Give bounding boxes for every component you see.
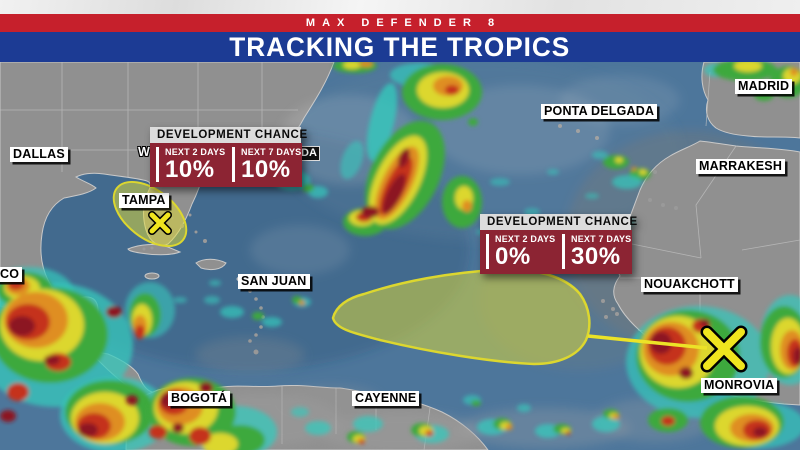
stat-next-7-days: NEXT 7 DAYS 10%	[232, 147, 302, 182]
city-label-partial-mexico: CO	[0, 267, 23, 282]
stat-label: NEXT 7 DAYS	[571, 234, 632, 244]
stat-value: 10%	[241, 156, 291, 183]
x-marker-gulf	[148, 211, 172, 235]
development-chance-box-atlantic: DEVELOPMENT CHANCE NEXT 2 DAYS 0% NEXT 7…	[480, 214, 637, 274]
development-chance-box-gulf: DEVELOPMENT CHANCE NEXT 2 DAYS 10% NEXT …	[150, 127, 307, 187]
city-label-bogota: BOGOTÁ	[168, 391, 231, 406]
storm-cells-caribbean	[173, 280, 311, 327]
banner-kicker-text: MAX DEFENDER 8	[305, 17, 502, 29]
x-marker-africa	[700, 325, 748, 373]
page-title: TRACKING THE TROPICS	[229, 31, 571, 62]
storm-cells-canaries	[592, 151, 651, 189]
city-label-madrid: MADRID	[735, 79, 793, 94]
banner-title-bar: TRACKING THE TROPICS	[0, 32, 800, 62]
stat-label: NEXT 2 DAYS	[495, 234, 556, 244]
invest-track-line	[587, 334, 708, 350]
studio-background-strip	[0, 0, 800, 14]
city-label-dallas: DALLAS	[10, 147, 68, 162]
city-label-tampa: TAMPA	[119, 193, 169, 208]
city-label-marrakesh: MARRAKESH	[696, 159, 786, 174]
stat-label: NEXT 7 DAYS	[241, 147, 302, 157]
development-chance-title: DEVELOPMENT CHANCE	[150, 127, 307, 143]
stat-value: 30%	[571, 243, 621, 270]
banner-kicker-bar: MAX DEFENDER 8	[0, 14, 800, 32]
tropics-satellite-map: DALLAS TAMPA SAN JUAN BOGOTÁ CAYENNE PON…	[0, 62, 800, 450]
stat-next-2-days: NEXT 2 DAYS 0%	[486, 234, 556, 269]
development-chance-title: DEVELOPMENT CHANCE	[480, 214, 637, 230]
land-cuba	[127, 244, 182, 256]
stat-label: NEXT 2 DAYS	[165, 147, 226, 157]
development-area-atlantic	[331, 268, 591, 366]
stat-next-7-days: NEXT 7 DAYS 30%	[562, 234, 632, 269]
stat-next-2-days: NEXT 2 DAYS 10%	[156, 147, 226, 182]
city-label-partial-west: W	[138, 145, 150, 159]
storm-cells-spain	[704, 62, 800, 101]
city-label-nouakchott: NOUAKCHOTT	[641, 277, 738, 292]
land-hispaniola	[195, 258, 227, 271]
land-jamaica	[144, 272, 160, 280]
development-chance-stats: NEXT 2 DAYS 0% NEXT 7 DAYS 30%	[480, 230, 632, 274]
city-label-ponta-delgada: PONTA DELGADA	[541, 104, 658, 119]
city-label-monrovia: MONROVIA	[701, 378, 778, 393]
city-label-san-juan: SAN JUAN	[238, 274, 310, 289]
city-label-cayenne: CAYENNE	[352, 391, 420, 406]
development-chance-stats: NEXT 2 DAYS 10% NEXT 7 DAYS 10%	[150, 143, 302, 187]
storm-cells-itcz	[291, 395, 620, 444]
stat-value: 0%	[495, 243, 531, 270]
stat-value: 10%	[165, 156, 215, 183]
